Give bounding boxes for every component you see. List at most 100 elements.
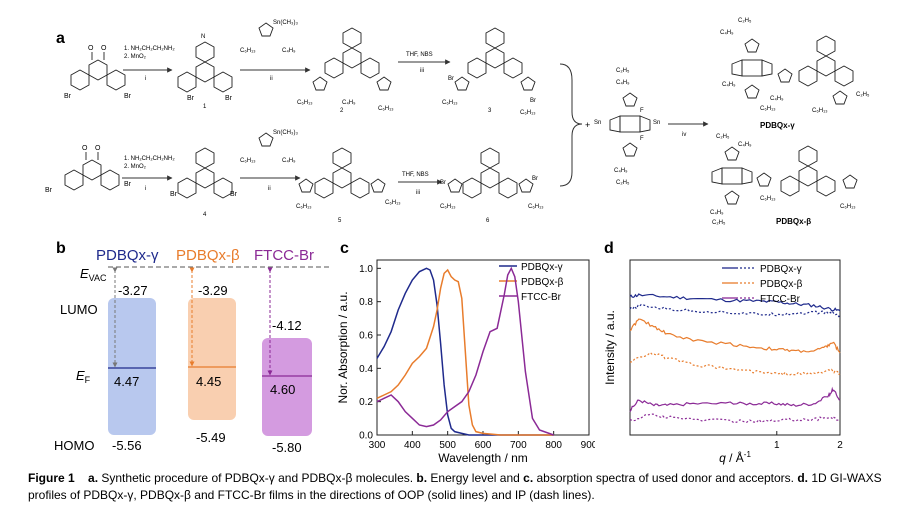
svg-text:O: O xyxy=(82,145,88,152)
compound-number-1: 1 xyxy=(203,104,207,110)
svg-text:C₆H₁₃: C₆H₁₃ xyxy=(760,106,776,112)
svg-text:i: i xyxy=(145,76,146,82)
svg-text:C₄H₉: C₄H₉ xyxy=(342,100,356,106)
homo-value-pdbqx-gamma: -5.56 xyxy=(112,438,142,453)
compound-number-3: 3 xyxy=(488,108,492,114)
legend-entry: FTCC-Br xyxy=(521,292,562,303)
svg-text:C₂H₅: C₂H₅ xyxy=(616,180,630,186)
svg-text:Sn(CH₃)₃: Sn(CH₃)₃ xyxy=(273,20,298,26)
ef-value-pdbqx-beta: 4.45 xyxy=(196,374,221,389)
energy-level-diagram: PDBQx-γ PDBQx-β FTCC-Br EVAC LUMO EF HOM… xyxy=(54,247,332,455)
svg-text:C₆H₁₃: C₆H₁₃ xyxy=(760,196,776,202)
svg-text:iii: iii xyxy=(416,190,420,196)
svg-text:C₂H₅: C₂H₅ xyxy=(856,92,870,98)
svg-text:C₄H₉: C₄H₉ xyxy=(282,158,296,164)
y-tick-label: 0.2 xyxy=(359,397,373,408)
svg-text:C₄H₉: C₄H₉ xyxy=(710,210,724,216)
svg-text:C₄H₉: C₄H₉ xyxy=(738,142,752,148)
y-tick-label: 1.0 xyxy=(359,264,373,275)
lumo-value-pdbqx-gamma: -3.27 xyxy=(118,283,148,298)
svg-text:THF, NBS: THF, NBS xyxy=(402,172,429,178)
series-line-0 xyxy=(629,293,841,312)
homo-value-pdbqx-beta: -5.49 xyxy=(196,430,226,445)
x-tick-label: 2 xyxy=(837,440,843,451)
svg-text:C₆H₁₃: C₆H₁₃ xyxy=(812,108,828,114)
plot-frame xyxy=(629,259,841,436)
svg-text:Br: Br xyxy=(170,191,178,198)
compound-4 xyxy=(177,147,233,199)
y-axis-label: Intensity / a.u. xyxy=(603,310,617,385)
product-label-pdbqx-beta: PDBQx-β xyxy=(776,217,811,226)
svg-text:C₆H₁₃: C₆H₁₃ xyxy=(528,204,544,210)
svg-text:Br: Br xyxy=(448,76,454,82)
series-line-3 xyxy=(629,351,841,377)
y-tick-label: 0.8 xyxy=(359,297,373,308)
svg-text:C₆H₁₃: C₆H₁₃ xyxy=(840,204,856,210)
x-tick-label: 300 xyxy=(369,440,386,451)
compound-number-2: 2 xyxy=(340,108,344,114)
x-tick-label: 400 xyxy=(404,440,421,451)
x-axis-label: Wavelength / nm xyxy=(438,451,528,465)
panel-label-a: a xyxy=(56,30,65,47)
legend-entry: PDBQx-γ xyxy=(521,262,563,273)
legend-entry: PDBQx-γ xyxy=(760,264,802,275)
x-axis-label: q / Å-1 xyxy=(719,450,751,465)
svg-text:C₆H₁₃: C₆H₁₃ xyxy=(297,100,313,106)
material-name-ftcc-br: FTCC-Br xyxy=(254,247,314,264)
svg-text:C₄H₉: C₄H₉ xyxy=(614,168,628,174)
atom-br: Br xyxy=(124,93,132,100)
y-axis-label: Nor. Absorption / a.u. xyxy=(336,291,350,403)
svg-text:Br: Br xyxy=(532,176,538,182)
svg-text:C₂H₅: C₂H₅ xyxy=(716,134,730,140)
lumo-label: LUMO xyxy=(60,302,98,317)
svg-text:ii: ii xyxy=(270,76,273,82)
panel-label-c: c xyxy=(340,240,349,257)
compound-6 xyxy=(462,147,518,199)
svg-text:C₂H₅: C₂H₅ xyxy=(712,220,726,226)
svg-text:C₄H₉: C₄H₉ xyxy=(722,82,736,88)
svg-text:Br: Br xyxy=(124,181,132,188)
svg-text:C₄H₉: C₄H₉ xyxy=(616,80,630,86)
x-tick-label: 500 xyxy=(439,440,456,451)
svg-text:1. NH₂CH₂CH₂NH₂: 1. NH₂CH₂CH₂NH₂ xyxy=(124,156,175,162)
lumo-value-ftcc-br: -4.12 xyxy=(272,318,302,333)
panel-label-b: b xyxy=(56,240,66,257)
combine-brace xyxy=(559,63,583,187)
giwaxs-chart: 1 2 q / Å-1 Intensity / a.u. PDBQx-γ PDBQx-β F… xyxy=(603,259,843,465)
svg-text:iii: iii xyxy=(420,68,424,74)
svg-text:i: i xyxy=(145,186,146,192)
panel-label-d: d xyxy=(604,240,614,257)
polymer-pdbqx-beta: C₂H₅ C₄H₉ C₄H₉ C₆H₁₃ C₆H₁₃ C₂H₅ xyxy=(710,134,858,226)
series-line-1 xyxy=(376,268,554,436)
svg-text:Br: Br xyxy=(230,191,238,198)
evac-label: EVAC xyxy=(80,266,107,283)
donor-monomer xyxy=(609,115,651,133)
x-tick-label: 1 xyxy=(774,440,780,451)
level-box-pdbqx-gamma xyxy=(108,298,156,435)
compound-3 xyxy=(467,27,523,79)
y-tick-label: 0.4 xyxy=(359,364,373,375)
svg-text:F: F xyxy=(640,108,644,114)
svg-text:C₆H₁₃: C₆H₁₃ xyxy=(385,200,401,206)
product-label-pdbqx-gamma: PDBQx-γ xyxy=(760,121,795,130)
compound-1 xyxy=(177,41,233,93)
compound-number-6: 6 xyxy=(486,218,490,224)
compound-2 xyxy=(324,27,380,79)
svg-text:Br: Br xyxy=(187,95,195,102)
series-line-2 xyxy=(629,318,841,354)
svg-text:2. MnO₂: 2. MnO₂ xyxy=(124,54,147,60)
synthesis-scheme: O O Br Br 1. NH₂CH₂CH₂NH₂ 2. MnO₂ i N Br… xyxy=(45,18,870,226)
x-tick-label: 700 xyxy=(510,440,527,451)
level-box-ftcc-br xyxy=(262,338,312,436)
svg-text:C₆H₁₃: C₆H₁₃ xyxy=(296,204,312,210)
svg-text:C₆H₁₃: C₆H₁₃ xyxy=(378,106,394,112)
compound-5 xyxy=(314,147,370,199)
series-line-2 xyxy=(376,266,554,436)
legend-entry: FTCC-Br xyxy=(760,294,801,305)
homo-value-ftcc-br: -5.80 xyxy=(272,440,302,455)
svg-text:ii: ii xyxy=(268,186,271,192)
x-tick-label: 800 xyxy=(545,440,562,451)
polymer-pdbqx-gamma: C₂H₅ C₄H₉ C₄H₉ C₆H₁₃ C₆H₁₃ C₂H₅ C₄H₉ xyxy=(720,18,870,114)
row1-start-diketone xyxy=(70,52,126,91)
series-line-4 xyxy=(629,386,841,413)
